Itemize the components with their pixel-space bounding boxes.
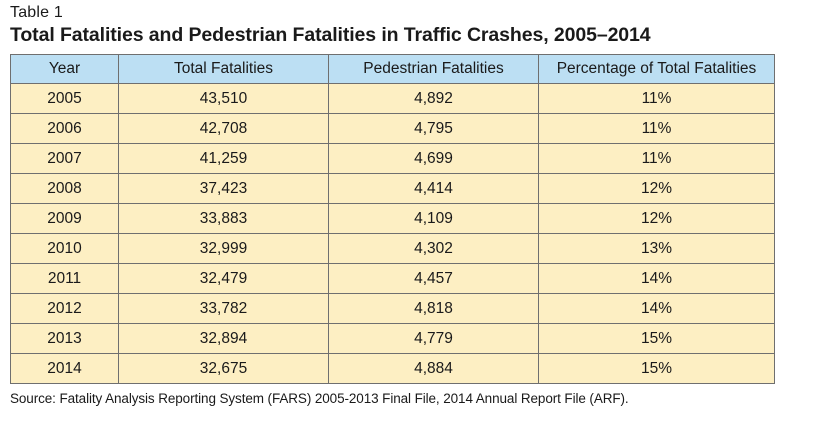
cell-percentage: 14% [538,263,775,294]
cell-year: 2009 [10,203,119,234]
cell-percentage: 11% [538,143,775,174]
table-row: 2008 37,423 4,414 12% [10,173,775,204]
table-label: Table 1 [10,4,63,21]
cell-percentage: 12% [538,173,775,204]
table-row: 2009 33,883 4,109 12% [10,203,775,234]
cell-percentage: 13% [538,233,775,264]
table-row: 2013 32,894 4,779 15% [10,323,775,354]
cell-total-fatalities: 41,259 [118,143,329,174]
cell-year: 2008 [10,173,119,204]
source-note: Source: Fatality Analysis Reporting Syst… [10,391,629,406]
cell-year: 2007 [10,143,119,174]
cell-year: 2005 [10,83,119,114]
cell-percentage: 15% [538,353,775,384]
cell-total-fatalities: 32,479 [118,263,329,294]
cell-year: 2014 [10,353,119,384]
cell-pedestrian-fatalities: 4,884 [328,353,539,384]
cell-pedestrian-fatalities: 4,795 [328,113,539,144]
cell-percentage: 12% [538,203,775,234]
header-total-fatalities: Total Fatalities [118,54,329,84]
fatalities-table: Year Total Fatalities Pedestrian Fatalit… [10,54,775,384]
table-figure: Table 1 Total Fatalities and Pedestrian … [10,3,776,408]
table-header-row: Year Total Fatalities Pedestrian Fatalit… [10,54,775,84]
cell-pedestrian-fatalities: 4,302 [328,233,539,264]
table-row: 2010 32,999 4,302 13% [10,233,775,264]
cell-total-fatalities: 32,675 [118,353,329,384]
cell-pedestrian-fatalities: 4,818 [328,293,539,324]
table-row: 2014 32,675 4,884 15% [10,353,775,384]
cell-pedestrian-fatalities: 4,699 [328,143,539,174]
header-pedestrian-fatalities: Pedestrian Fatalities [328,54,539,84]
cell-pedestrian-fatalities: 4,892 [328,83,539,114]
cell-percentage: 14% [538,293,775,324]
cell-percentage: 11% [538,113,775,144]
cell-total-fatalities: 42,708 [118,113,329,144]
table-row: 2011 32,479 4,457 14% [10,263,775,294]
header-percentage: Percentage of Total Fatalities [538,54,775,84]
cell-year: 2013 [10,323,119,354]
header-year: Year [10,54,119,84]
cell-pedestrian-fatalities: 4,414 [328,173,539,204]
cell-year: 2010 [10,233,119,264]
cell-total-fatalities: 43,510 [118,83,329,114]
table-row: 2005 43,510 4,892 11% [10,83,775,114]
table-row: 2006 42,708 4,795 11% [10,113,775,144]
cell-percentage: 15% [538,323,775,354]
cell-year: 2012 [10,293,119,324]
cell-year: 2006 [10,113,119,144]
cell-total-fatalities: 33,782 [118,293,329,324]
cell-pedestrian-fatalities: 4,779 [328,323,539,354]
cell-pedestrian-fatalities: 4,109 [328,203,539,234]
cell-percentage: 11% [538,83,775,114]
cell-total-fatalities: 33,883 [118,203,329,234]
table-row: 2012 33,782 4,818 14% [10,293,775,324]
cell-year: 2011 [10,263,119,294]
cell-total-fatalities: 37,423 [118,173,329,204]
cell-total-fatalities: 32,894 [118,323,329,354]
cell-pedestrian-fatalities: 4,457 [328,263,539,294]
table-title: Total Fatalities and Pedestrian Fataliti… [10,24,651,46]
cell-total-fatalities: 32,999 [118,233,329,264]
table-row: 2007 41,259 4,699 11% [10,143,775,174]
